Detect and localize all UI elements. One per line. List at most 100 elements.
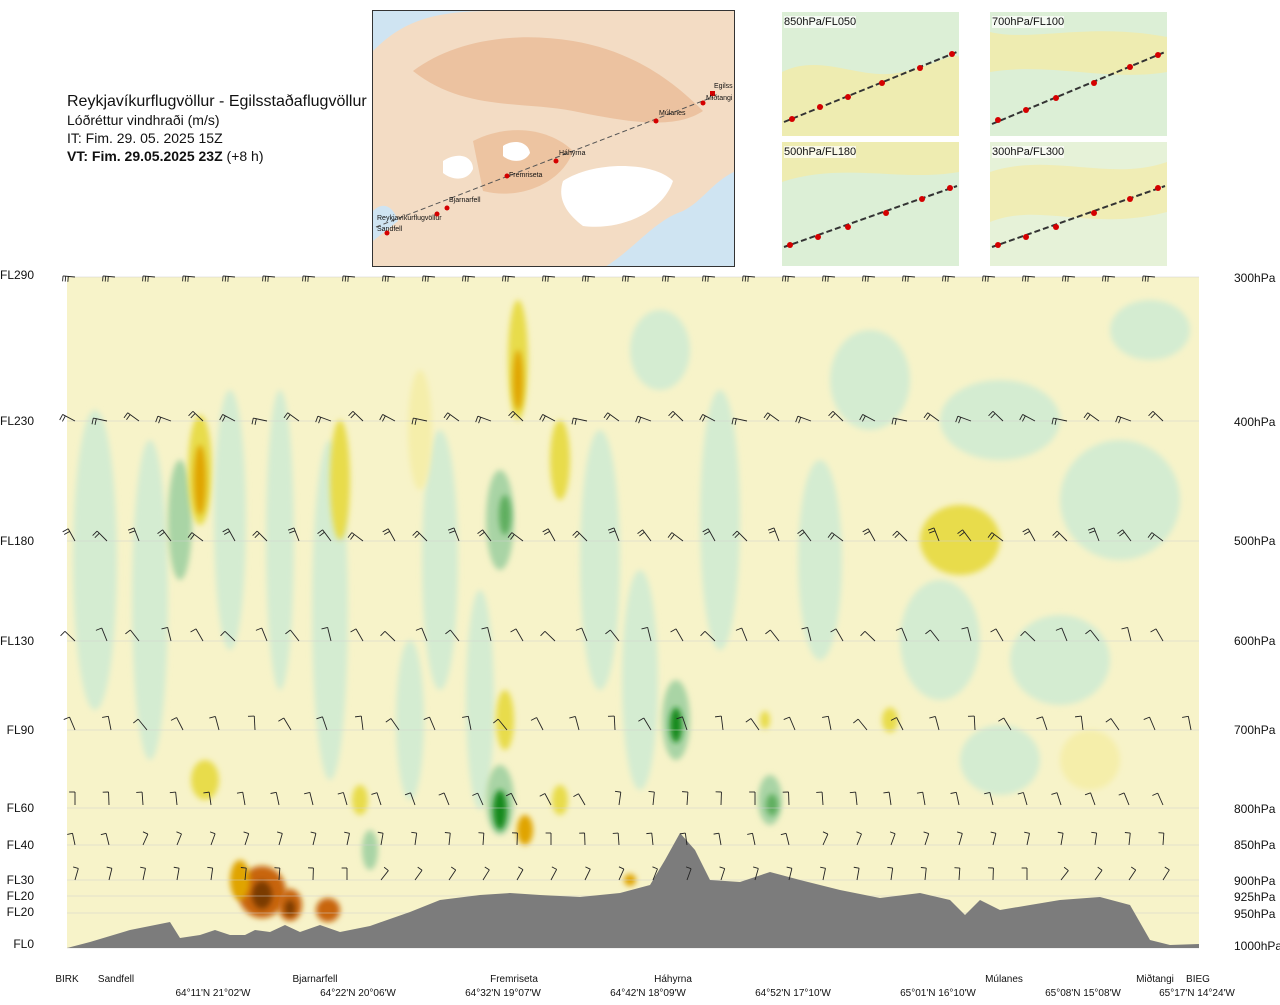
field-blob (1010, 615, 1110, 705)
wind-barb (155, 415, 172, 424)
wind-barb (236, 791, 246, 806)
wind-barb (607, 715, 616, 731)
mini-map-label: 500hPa/FL180 (784, 146, 857, 158)
wind-barb (1147, 532, 1164, 542)
wind-barb (830, 628, 844, 642)
wind-barb (274, 867, 281, 881)
wind-barb (203, 791, 212, 806)
wind-barb (967, 715, 976, 731)
wind-barb (605, 629, 620, 642)
wind-barb (1062, 275, 1076, 282)
wind-barb (493, 718, 508, 731)
wind-barb (1091, 831, 1098, 846)
wind-barb (767, 527, 780, 542)
field-blob (670, 707, 682, 743)
wind-barb (63, 716, 76, 731)
field-blob (73, 410, 117, 710)
wind-barb (603, 412, 620, 422)
wind-barb (415, 627, 428, 642)
map-label-reykjavik: Reykjavíkurflugvöllur (377, 215, 442, 222)
chart-subtitle: Lóðréttur vindhraði (m/s) (67, 112, 220, 128)
field-blob (700, 390, 740, 650)
wind-barb (278, 717, 292, 731)
wind-barb (1085, 629, 1100, 642)
x-coord-label: 65°08'N 15°08'W (1045, 988, 1121, 999)
map-label-hahyrna: Háhyrna (559, 150, 586, 157)
field-blob (882, 707, 898, 733)
wind-barb (1017, 792, 1028, 806)
field-blob (499, 495, 511, 535)
wind-barb (735, 627, 748, 642)
wind-barb (853, 718, 868, 731)
wind-barb (542, 528, 556, 542)
wind-barb (860, 630, 876, 642)
field-blob (1060, 730, 1120, 790)
wind-barb (822, 275, 836, 282)
x-place-label: Háhyrna (654, 974, 692, 985)
wind-barb (731, 417, 748, 425)
wind-barb (920, 867, 927, 881)
updraft-core (252, 881, 272, 909)
fl-label: FL290 (0, 268, 35, 282)
mini-map-label: 700hPa/FL100 (992, 16, 1065, 28)
wind-barb (1128, 866, 1137, 881)
wind-barb (923, 831, 930, 846)
field-blob (580, 430, 620, 690)
map-label-midtangi: Miðtangi (706, 94, 733, 102)
wind-barb (699, 414, 716, 422)
wind-barb (801, 626, 812, 642)
mini-map-850: 850hPa/FL050 (782, 12, 959, 136)
wind-barb (618, 866, 625, 881)
wind-barb (1060, 866, 1069, 881)
wind-barb (276, 831, 283, 846)
wind-barb (646, 832, 654, 846)
wind-barb (169, 791, 178, 806)
wind-barb (102, 715, 112, 731)
wind-barb (1102, 275, 1116, 282)
wind-barb (652, 866, 658, 881)
field-blob (408, 370, 432, 490)
wind-barb (607, 527, 620, 542)
wind-barb (827, 532, 844, 542)
x-coord-label: 64°11'N 21°02'W (175, 988, 251, 999)
wind-barb (1162, 866, 1170, 881)
wind-barb (1051, 417, 1068, 425)
wind-barb (347, 532, 364, 542)
wind-barb (700, 630, 716, 642)
wind-barb (1121, 626, 1132, 642)
wind-barb (1057, 831, 1064, 846)
x-place-label: Fremriseta (490, 974, 538, 985)
field-blob (330, 420, 350, 540)
valid-time: VT: Fim. 29.05.2025 23Z (+8 h) (67, 148, 264, 164)
wind-barb (371, 792, 382, 806)
wind-barb (133, 718, 148, 731)
x-coord-label: 64°52'N 17°10'W (755, 988, 831, 999)
wind-barb (550, 866, 558, 881)
wind-barb (222, 528, 236, 542)
wind-barb (308, 867, 314, 881)
wind-barb (140, 866, 146, 881)
fl-label: FL90 (6, 723, 34, 737)
wind-barb (925, 629, 940, 642)
wind-barb (990, 628, 1004, 642)
wind-barb (507, 532, 524, 542)
wind-barb (849, 791, 858, 806)
wind-barb (713, 832, 722, 846)
wind-barb (1142, 275, 1156, 282)
wind-barb (448, 866, 457, 881)
fl-label: FL230 (0, 414, 35, 428)
field-blob (940, 380, 1060, 460)
wind-barb (1020, 630, 1036, 642)
wind-barb (348, 410, 364, 422)
fl-label: FL130 (0, 634, 35, 648)
wind-barbs (59, 275, 1192, 881)
wind-barb (444, 832, 451, 846)
wind-barb (816, 791, 824, 806)
wind-barb (895, 627, 908, 642)
wind-barb (862, 275, 876, 282)
wind-barb (682, 791, 689, 806)
wind-barb (287, 527, 300, 542)
wind-barb (170, 717, 184, 731)
wind-barb (1094, 866, 1103, 881)
wind-barb (1021, 867, 1028, 880)
